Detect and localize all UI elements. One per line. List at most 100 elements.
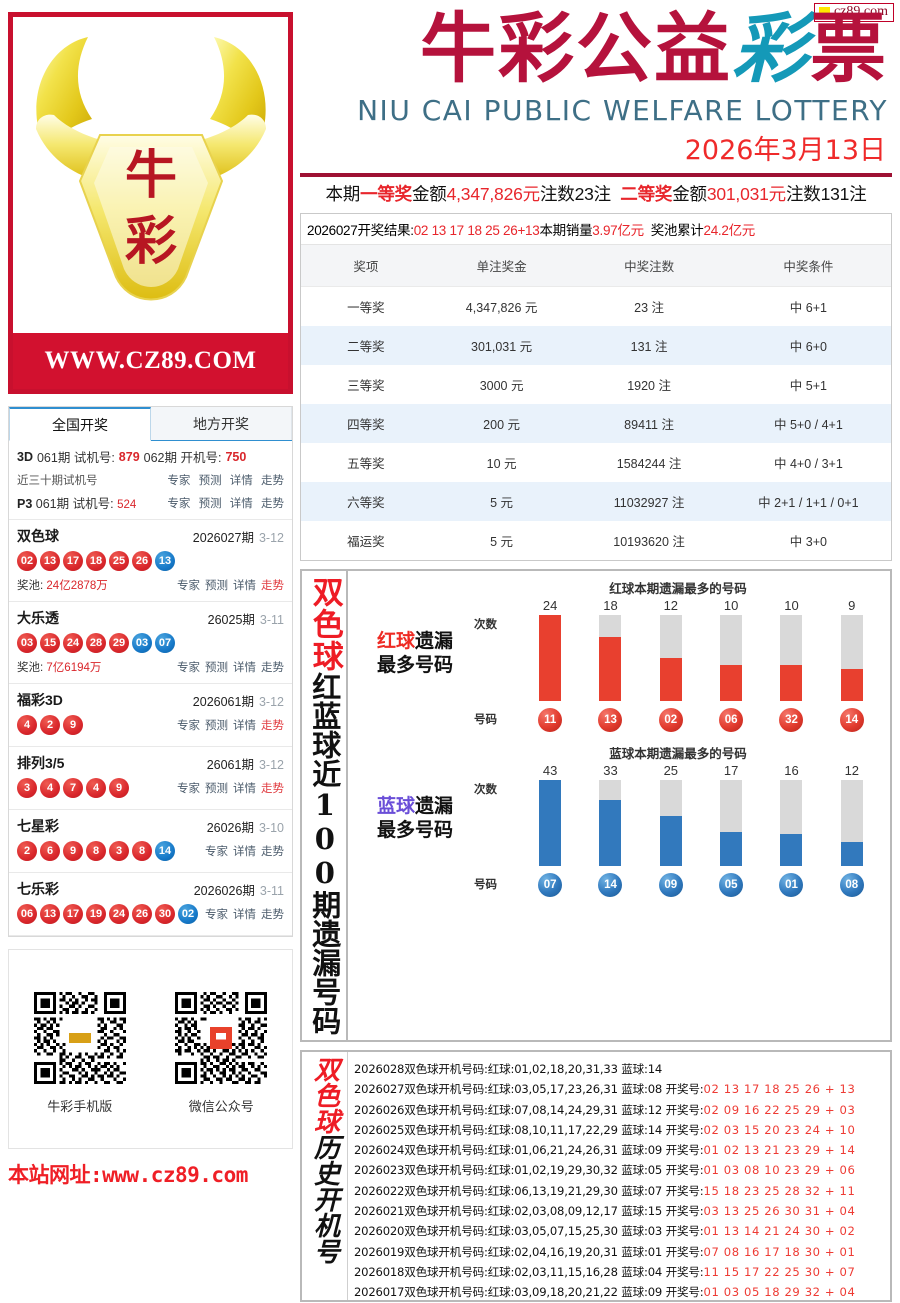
masthead-subtitle: NIU CAI PUBLIC WELFARE LOTTERY xyxy=(357,94,888,127)
link-detail[interactable]: 详情 xyxy=(229,497,253,510)
game-name[interactable]: 福彩3D xyxy=(17,692,63,708)
game-name[interactable]: 排列3/5 xyxy=(17,755,65,771)
bar-number-column: 14 xyxy=(592,866,628,897)
red-ball: 3 xyxy=(17,778,37,798)
title-pool: 24.2亿元 xyxy=(703,223,756,238)
game-link[interactable]: 预测 xyxy=(205,579,228,592)
game-link[interactable]: 详情 xyxy=(233,845,256,858)
chart-ball: 09 xyxy=(658,873,683,897)
label-3d-issue: 061期 试机号: xyxy=(36,451,115,465)
history-blue: 05 xyxy=(647,1163,663,1178)
history-blue: 07 xyxy=(647,1183,663,1198)
game-link[interactable]: 专家 xyxy=(205,845,228,858)
game-link-trend[interactable]: 走势 xyxy=(261,719,284,732)
qr-item-app[interactable]: 牛彩手机版 xyxy=(33,991,126,1115)
qr-item-wechat[interactable]: 微信公众号 xyxy=(175,991,268,1115)
game-link-trend[interactable]: 走势 xyxy=(261,782,284,795)
game-link-trend[interactable]: 走势 xyxy=(261,908,284,921)
game-meta: 26025期 3-11 xyxy=(208,609,284,628)
cell-amount: 301,031 元 xyxy=(430,326,573,365)
link-expert[interactable]: 专家 xyxy=(167,497,191,510)
game-link[interactable]: 详情 xyxy=(233,782,256,795)
red-ball: 06 xyxy=(17,904,37,924)
tab-local[interactable]: 地方开奖 xyxy=(151,407,292,440)
site-badge[interactable]: cz89.com xyxy=(813,3,894,22)
game-name[interactable]: 大乐透 xyxy=(17,610,59,626)
link-expert[interactable]: 专家 xyxy=(167,474,191,487)
tab-national[interactable]: 全国开奖 xyxy=(9,407,151,441)
game-link[interactable]: 专家 xyxy=(177,782,200,795)
omission-chart-panel: 双色球 红蓝球近100期遗漏号码 红球遗漏 最多号码 红球本期遗漏最多的号码 次… xyxy=(300,569,892,1042)
game-link[interactable]: 详情 xyxy=(233,908,256,921)
game-link[interactable]: 专家 xyxy=(177,719,200,732)
blue-label-colored: 蓝球 xyxy=(376,795,415,817)
history-issue: 2026023双色球开机号码: xyxy=(354,1163,488,1178)
game-links: 专家 预测 详情 走势 xyxy=(172,717,284,733)
link-trend[interactable]: 走势 xyxy=(261,474,284,487)
game-link[interactable]: 详情 xyxy=(233,579,256,592)
game-link[interactable]: 详情 xyxy=(233,661,256,674)
game-link[interactable]: 预测 xyxy=(205,719,228,732)
game-link-trend[interactable]: 走势 xyxy=(261,579,284,592)
game-link[interactable]: 预测 xyxy=(205,782,228,795)
game-name[interactable]: 七乐彩 xyxy=(17,881,59,897)
red-ball: 29 xyxy=(109,633,129,653)
pool-group: 奖池: 24亿2878万 xyxy=(17,577,108,593)
history-row: 2026028双色球开机号码:红球:01,02,18,20,31,33 蓝球:1… xyxy=(354,1059,886,1079)
link-trend[interactable]: 走势 xyxy=(261,497,284,510)
red-ball: 9 xyxy=(63,715,83,735)
history-issue: 2026020双色球开机号码: xyxy=(354,1224,488,1239)
link-detail[interactable]: 详情 xyxy=(229,474,253,487)
red-chart-bars-row: 次数 24 18 12 10 10 9 xyxy=(474,598,882,701)
cell-amount: 5 元 xyxy=(430,482,573,521)
prize-table-card: 2026027开奖结果:02 13 17 18 25 26+13本期销量3.97… xyxy=(300,213,892,561)
game-meta: 26026期 3-10 xyxy=(207,817,284,836)
game-link[interactable]: 专家 xyxy=(205,908,228,921)
blue-ball: 07 xyxy=(155,633,175,653)
cell-level: 六等奖 xyxy=(301,482,431,521)
history-title-red: 双色球 xyxy=(309,1056,340,1134)
bar-track xyxy=(720,615,743,701)
cell-level: 三等奖 xyxy=(347,379,385,393)
red-ball: 8 xyxy=(132,841,152,861)
history-issue: 2026022双色球开机号码: xyxy=(354,1183,488,1198)
panel-title-black: 红蓝球近100期遗漏号码 xyxy=(307,672,342,1035)
bar-value: 43 xyxy=(542,763,558,778)
history-red: 06,13,19,21,29,30 xyxy=(514,1183,618,1198)
red-ball: 02 xyxy=(17,551,37,571)
game-link-trend[interactable]: 走势 xyxy=(261,661,284,674)
bar-number-column: 01 xyxy=(773,866,809,897)
link-forecast[interactable]: 预测 xyxy=(198,497,222,510)
history-draw: 03 13 25 26 30 31 + 04 xyxy=(703,1204,856,1219)
test-row-p3: P3 061期 试机号: 524 专家 预测 详情 走势 xyxy=(17,493,284,512)
game-name[interactable]: 双色球 xyxy=(17,528,59,544)
history-draw: 01 03 08 10 23 29 + 06 xyxy=(703,1163,856,1178)
red-chart-labels-row: 号码 11 13 02 06 32 14 xyxy=(474,701,882,732)
site-logo[interactable]: 牛 彩 WWW.CZ89.COM xyxy=(8,12,293,394)
th-count: 中奖注数 xyxy=(572,245,726,287)
game-link[interactable]: 详情 xyxy=(233,719,256,732)
game-link-trend[interactable]: 走势 xyxy=(261,845,284,858)
pool-label: 奖池: xyxy=(17,661,44,674)
history-issue: 2026021双色球开机号码: xyxy=(354,1204,488,1219)
game-link[interactable]: 专家 xyxy=(177,661,200,674)
link-forecast[interactable]: 预测 xyxy=(198,474,222,487)
th-amount: 单注奖金 xyxy=(430,245,573,287)
game-issue: 2026026期 xyxy=(193,883,255,898)
bar-number-column: 08 xyxy=(834,866,870,897)
game-name[interactable]: 七星彩 xyxy=(17,818,59,834)
label-last30[interactable]: 近三十期试机号 xyxy=(17,474,98,487)
history-red: 02,04,16,19,20,31 xyxy=(514,1244,618,1259)
game-link[interactable]: 专家 xyxy=(177,579,200,592)
chart-ball: 06 xyxy=(719,708,744,732)
game-link[interactable]: 预测 xyxy=(205,661,228,674)
chart-ball: 07 xyxy=(538,873,563,897)
red-ball: 24 xyxy=(63,633,83,653)
history-draw-label: 开奖号: xyxy=(665,1163,704,1178)
bar-fill xyxy=(720,832,743,866)
history-draw-label: 开奖号: xyxy=(665,1285,704,1300)
game-section: 大乐透 26025期 3-11 03 15 24 28 29 03 07 奖池: 7亿6194万 专家… xyxy=(9,602,292,684)
game-section: 七乐彩 2026026期 3-11 06 13 17 19 24 26 30 02 专家 详情 走势 xyxy=(9,873,292,936)
cell-count: 1584244 注 xyxy=(616,457,682,471)
svg-text:彩: 彩 xyxy=(124,211,176,272)
